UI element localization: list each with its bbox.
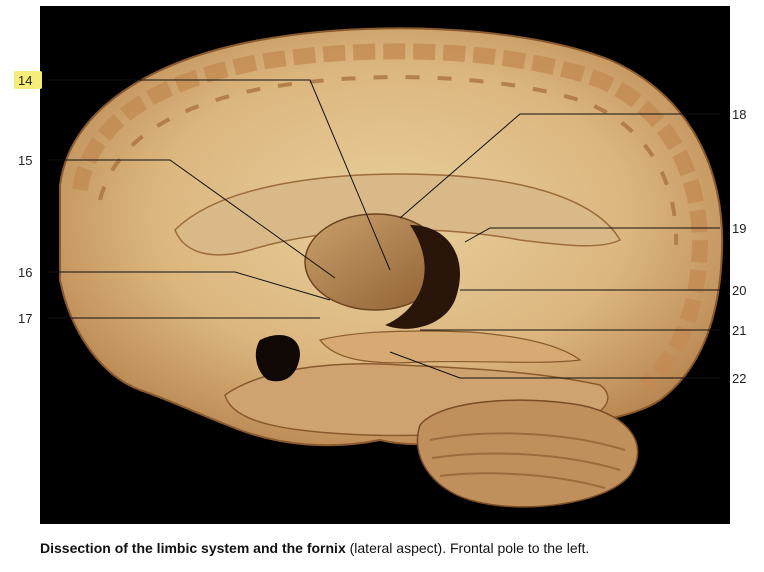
label-group: 14 15 16 17 18 19 20 21 22 xyxy=(18,73,746,386)
leader-line-15 xyxy=(48,159,336,279)
label-20: 20 xyxy=(732,283,746,298)
caption-bold: Dissection of the limbic system and the … xyxy=(40,540,346,556)
caption-rest: (lateral aspect). Frontal pole to the le… xyxy=(345,540,590,556)
leader-line-19 xyxy=(464,227,720,243)
label-17: 17 xyxy=(18,311,32,326)
figure-caption: Dissection of the limbic system and the … xyxy=(40,540,740,564)
cerebellum-folia xyxy=(429,432,626,489)
leader-line-16 xyxy=(48,271,331,301)
cortex-folds xyxy=(98,75,679,246)
label-22: 22 xyxy=(732,371,746,386)
leader-lines xyxy=(48,79,720,379)
leader-line-18 xyxy=(399,113,720,219)
lower-gap xyxy=(255,335,300,382)
ventricle xyxy=(385,225,460,329)
label-highlight xyxy=(14,71,42,89)
label-16: 16 xyxy=(18,265,32,280)
label-19: 19 xyxy=(732,221,746,236)
label-14: 14 xyxy=(18,73,32,88)
label-18: 18 xyxy=(732,107,746,122)
leader-line-22 xyxy=(389,351,720,379)
label-15: 15 xyxy=(18,153,32,168)
leader-line-14 xyxy=(48,79,391,271)
label-21: 21 xyxy=(732,323,746,338)
cortex-rim xyxy=(72,43,709,392)
hippocampus xyxy=(318,330,582,364)
